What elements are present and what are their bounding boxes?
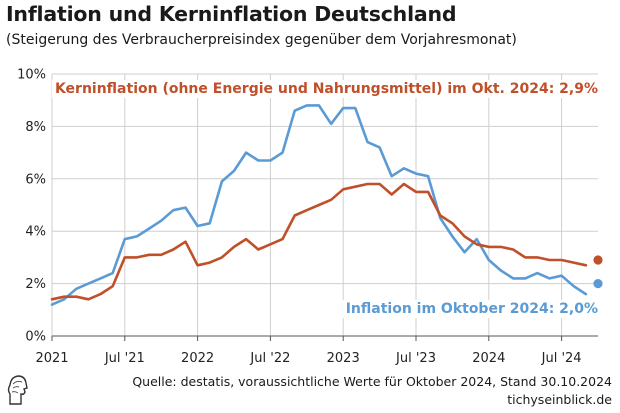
site-name: tichyseinblick.de bbox=[507, 392, 612, 407]
y-tick-label: 0% bbox=[25, 330, 46, 345]
x-tick-label: Jul '21 bbox=[104, 351, 145, 366]
x-tick-label: Jul '24 bbox=[541, 351, 582, 366]
x-tick-label: Jul '22 bbox=[249, 351, 290, 366]
series-label-bg bbox=[51, 80, 601, 98]
series-line-inflation bbox=[50, 104, 588, 306]
series-end-point-kerninflation bbox=[593, 255, 603, 265]
chart-title: Inflation und Kerninflation Deutschland bbox=[6, 2, 457, 26]
x-tick-label: Jul '23 bbox=[395, 351, 436, 366]
x-tick-label: 2021 bbox=[35, 351, 68, 366]
chart-subtitle: (Steigerung des Verbraucherpreisindex ge… bbox=[6, 32, 517, 48]
x-tick-label: 2023 bbox=[327, 351, 360, 366]
y-tick-label: 8% bbox=[25, 120, 46, 135]
series-label-kerninflation: Kerninflation (ohne Energie und Nahrungs… bbox=[55, 81, 598, 97]
series-line-kerninflation bbox=[50, 182, 588, 301]
source-note: Quelle: destatis, voraussichtliche Werte… bbox=[132, 374, 612, 389]
x-tick-label: 2022 bbox=[181, 351, 214, 366]
x-tick-label: 2024 bbox=[472, 351, 505, 366]
y-tick-label: 2% bbox=[25, 277, 46, 292]
y-tick-label: 6% bbox=[25, 172, 46, 187]
series-label-inflation: Inflation im Oktober 2024: 2,0% bbox=[346, 301, 598, 317]
y-tick-label: 10% bbox=[17, 68, 46, 83]
series-label-bg bbox=[342, 300, 601, 318]
y-tick-label: 4% bbox=[25, 225, 46, 240]
series-end-point-inflation bbox=[593, 279, 603, 289]
publisher-logo-icon bbox=[5, 372, 29, 410]
